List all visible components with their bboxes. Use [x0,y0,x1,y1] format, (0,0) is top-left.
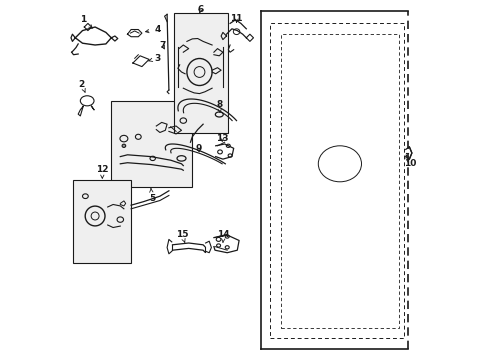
Text: 2: 2 [79,80,85,92]
Text: 7: 7 [159,40,165,49]
Text: 4: 4 [145,25,160,34]
Text: 8: 8 [216,100,222,112]
Text: 13: 13 [216,134,228,143]
Bar [174,13,228,133]
Text: 10: 10 [403,155,415,168]
Text: 11: 11 [230,14,243,23]
Bar [73,180,131,263]
Text: 3: 3 [148,54,160,63]
Bar [111,101,192,187]
Text: 12: 12 [96,165,108,178]
Text: 6: 6 [197,4,203,13]
Text: 1: 1 [80,15,92,28]
Text: 14: 14 [217,230,229,242]
Text: 15: 15 [175,230,188,242]
Text: 5: 5 [148,189,155,203]
Ellipse shape [122,144,125,148]
Text: 9: 9 [195,144,202,153]
